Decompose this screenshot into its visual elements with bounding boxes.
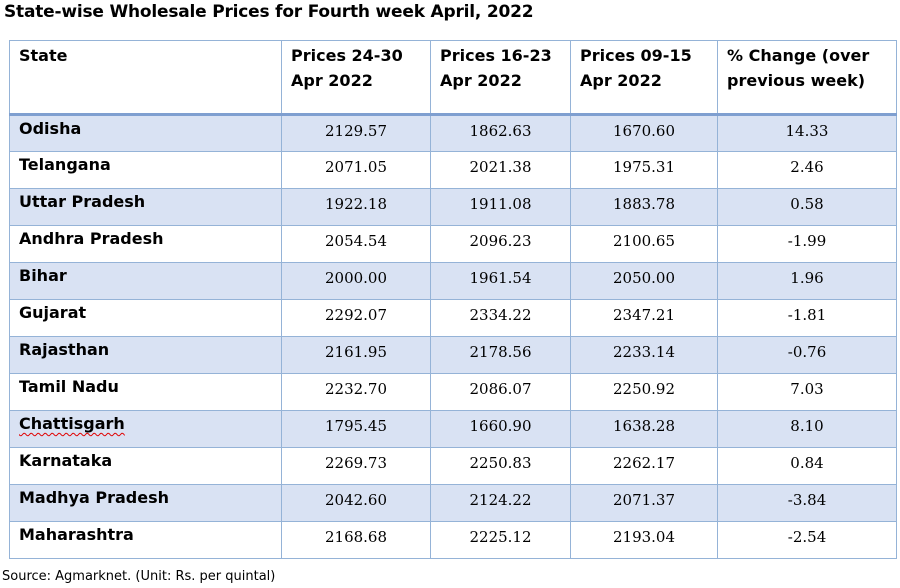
price-09-15-cell: 2233.14	[570, 336, 718, 374]
table-row: Rajasthan 2161.95 2178.56 2233.14 -0.76	[9, 336, 897, 374]
price-16-23-cell: 1660.90	[430, 410, 571, 448]
price-24-30-cell: 1795.45	[281, 410, 431, 448]
price-16-23-cell: 1862.63	[430, 114, 571, 152]
price-09-15-cell: 1883.78	[570, 188, 718, 226]
price-24-30-cell: 2129.57	[281, 114, 431, 152]
state-cell: Uttar Pradesh	[9, 188, 282, 226]
price-24-30-cell: 2161.95	[281, 336, 431, 374]
price-09-15-cell: 1638.28	[570, 410, 718, 448]
source-note: Source: Agmarknet. (Unit: Rs. per quinta…	[2, 569, 276, 584]
price-16-23-cell: 2086.07	[430, 373, 571, 411]
state-cell: Bihar	[9, 262, 282, 300]
price-16-23-cell: 2250.83	[430, 447, 571, 485]
percent-change-cell: 7.03	[717, 373, 897, 411]
price-24-30-cell: 2071.05	[281, 151, 431, 189]
price-09-15-cell: 2050.00	[570, 262, 718, 300]
price-16-23-cell: 2225.12	[430, 521, 571, 559]
percent-change-cell: -2.54	[717, 521, 897, 559]
price-09-15-cell: 2100.65	[570, 225, 718, 263]
price-09-15-cell: 1670.60	[570, 114, 718, 152]
price-16-23-cell: 2021.38	[430, 151, 571, 189]
table-row: Madhya Pradesh 2042.60 2124.22 2071.37 -…	[9, 484, 897, 522]
price-09-15-cell: 1975.31	[570, 151, 718, 189]
state-cell: Madhya Pradesh	[9, 484, 282, 522]
table-row: Andhra Pradesh 2054.54 2096.23 2100.65 -…	[9, 225, 897, 263]
header-percent-change: % Change (over previous week)	[717, 40, 897, 116]
price-16-23-cell: 1911.08	[430, 188, 571, 226]
price-24-30-cell: 2042.60	[281, 484, 431, 522]
state-name-spellcheck-flagged: Chattisgarh	[19, 414, 125, 433]
state-cell: Maharashtra	[9, 521, 282, 559]
price-16-23-cell: 2334.22	[430, 299, 571, 337]
price-09-15-cell: 2347.21	[570, 299, 718, 337]
price-24-30-cell: 2232.70	[281, 373, 431, 411]
table-header-row: State Prices 24-30 Apr 2022 Prices 16-23…	[9, 40, 897, 116]
state-cell: Karnataka	[9, 447, 282, 485]
price-09-15-cell: 2071.37	[570, 484, 718, 522]
percent-change-cell: 1.96	[717, 262, 897, 300]
table-row: Chattisgarh 1795.45 1660.90 1638.28 8.10	[9, 410, 897, 448]
price-16-23-cell: 2096.23	[430, 225, 571, 263]
percent-change-cell: -1.99	[717, 225, 897, 263]
header-state: State	[9, 40, 282, 116]
price-24-30-cell: 1922.18	[281, 188, 431, 226]
percent-change-cell: -1.81	[717, 299, 897, 337]
state-cell: Rajasthan	[9, 336, 282, 374]
percent-change-cell: -3.84	[717, 484, 897, 522]
state-cell: Telangana	[9, 151, 282, 189]
price-24-30-cell: 2054.54	[281, 225, 431, 263]
percent-change-cell: 14.33	[717, 114, 897, 152]
header-prices-09-15-apr: Prices 09-15 Apr 2022	[570, 40, 718, 116]
price-09-15-cell: 2193.04	[570, 521, 718, 559]
percent-change-cell: 0.84	[717, 447, 897, 485]
state-cell: Gujarat	[9, 299, 282, 337]
price-16-23-cell: 1961.54	[430, 262, 571, 300]
price-24-30-cell: 2269.73	[281, 447, 431, 485]
price-24-30-cell: 2168.68	[281, 521, 431, 559]
table-row: Bihar 2000.00 1961.54 2050.00 1.96	[9, 262, 897, 300]
page-title: State-wise Wholesale Prices for Fourth w…	[4, 2, 534, 22]
price-24-30-cell: 2000.00	[281, 262, 431, 300]
state-cell: Odisha	[9, 114, 282, 152]
price-16-23-cell: 2124.22	[430, 484, 571, 522]
table-row: Karnataka 2269.73 2250.83 2262.17 0.84	[9, 447, 897, 485]
table-row: Gujarat 2292.07 2334.22 2347.21 -1.81	[9, 299, 897, 337]
percent-change-cell: 8.10	[717, 410, 897, 448]
table-row: Maharashtra 2168.68 2225.12 2193.04 -2.5…	[9, 521, 897, 559]
price-09-15-cell: 2250.92	[570, 373, 718, 411]
price-24-30-cell: 2292.07	[281, 299, 431, 337]
state-cell: Tamil Nadu	[9, 373, 282, 411]
price-09-15-cell: 2262.17	[570, 447, 718, 485]
state-cell: Chattisgarh	[9, 410, 282, 448]
price-table: State Prices 24-30 Apr 2022 Prices 16-23…	[9, 40, 897, 559]
table-row: Tamil Nadu 2232.70 2086.07 2250.92 7.03	[9, 373, 897, 411]
table-row: Telangana 2071.05 2021.38 1975.31 2.46	[9, 151, 897, 189]
state-cell: Andhra Pradesh	[9, 225, 282, 263]
percent-change-cell: -0.76	[717, 336, 897, 374]
header-prices-24-30-apr: Prices 24-30 Apr 2022	[281, 40, 431, 116]
percent-change-cell: 2.46	[717, 151, 897, 189]
header-prices-16-23-apr: Prices 16-23 Apr 2022	[430, 40, 571, 116]
table-row: Uttar Pradesh 1922.18 1911.08 1883.78 0.…	[9, 188, 897, 226]
percent-change-cell: 0.58	[717, 188, 897, 226]
table-row: Odisha 2129.57 1862.63 1670.60 14.33	[9, 114, 897, 152]
price-16-23-cell: 2178.56	[430, 336, 571, 374]
